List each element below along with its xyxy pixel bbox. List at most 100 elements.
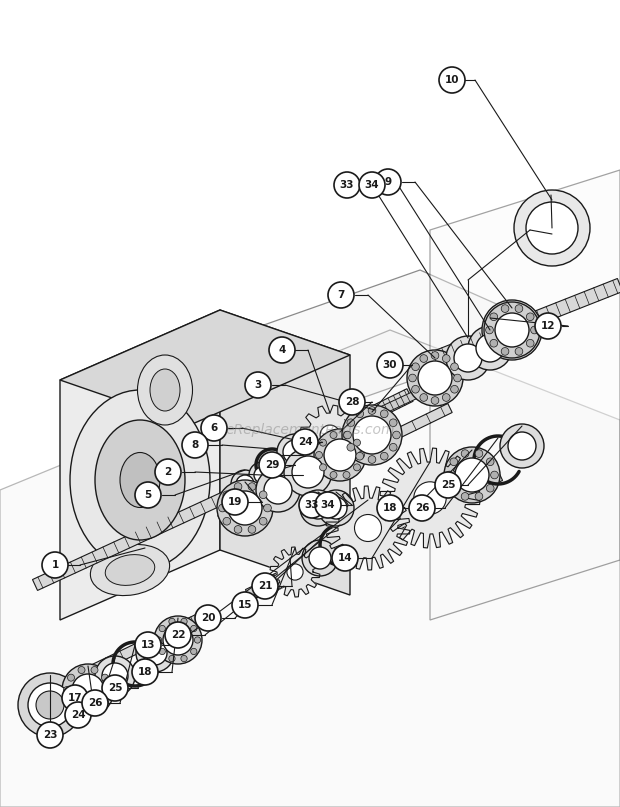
Circle shape: [231, 470, 259, 498]
Circle shape: [232, 592, 258, 618]
Circle shape: [368, 456, 376, 463]
Circle shape: [217, 480, 273, 536]
Text: 30: 30: [383, 360, 397, 370]
Circle shape: [514, 190, 590, 266]
Circle shape: [287, 564, 303, 580]
Circle shape: [68, 699, 74, 706]
Circle shape: [476, 334, 504, 362]
Circle shape: [283, 440, 307, 464]
Text: 17: 17: [68, 693, 82, 703]
Circle shape: [181, 618, 187, 625]
Circle shape: [292, 429, 318, 455]
Circle shape: [236, 475, 254, 493]
Circle shape: [482, 300, 542, 360]
Circle shape: [319, 464, 327, 470]
Circle shape: [292, 456, 324, 488]
Circle shape: [307, 497, 329, 519]
Circle shape: [495, 313, 529, 347]
Circle shape: [223, 491, 231, 499]
Circle shape: [169, 618, 175, 625]
Circle shape: [407, 350, 463, 406]
Circle shape: [358, 451, 365, 458]
Text: 12: 12: [541, 321, 556, 331]
Circle shape: [309, 547, 331, 569]
Circle shape: [490, 313, 498, 320]
Circle shape: [62, 685, 88, 711]
Text: 9: 9: [384, 177, 392, 187]
Circle shape: [526, 202, 578, 254]
Circle shape: [420, 394, 428, 401]
Circle shape: [72, 674, 104, 706]
Circle shape: [299, 492, 325, 518]
Circle shape: [182, 432, 208, 458]
Ellipse shape: [95, 420, 185, 540]
Circle shape: [259, 452, 285, 478]
Circle shape: [414, 482, 446, 514]
Circle shape: [248, 483, 256, 491]
Text: 13: 13: [141, 640, 155, 650]
Text: 22: 22: [170, 630, 185, 640]
Text: 26: 26: [88, 698, 102, 708]
Circle shape: [392, 431, 401, 439]
Polygon shape: [32, 490, 233, 591]
Circle shape: [78, 706, 85, 713]
Circle shape: [490, 471, 498, 479]
Ellipse shape: [70, 390, 210, 570]
Circle shape: [475, 449, 483, 458]
Circle shape: [320, 425, 340, 445]
Polygon shape: [220, 310, 350, 595]
Circle shape: [105, 687, 112, 693]
Text: 8: 8: [192, 440, 198, 450]
Circle shape: [450, 458, 458, 466]
Circle shape: [18, 673, 82, 737]
Circle shape: [315, 492, 341, 518]
Polygon shape: [342, 389, 413, 433]
Circle shape: [318, 490, 354, 526]
Text: 6: 6: [210, 423, 218, 433]
Circle shape: [389, 419, 397, 427]
Circle shape: [37, 722, 63, 748]
Text: 29: 29: [265, 460, 279, 470]
Circle shape: [377, 495, 403, 521]
Circle shape: [359, 172, 385, 198]
Circle shape: [332, 545, 358, 571]
Text: 24: 24: [71, 710, 86, 720]
Text: 25: 25: [108, 683, 122, 693]
Circle shape: [356, 453, 363, 460]
Circle shape: [343, 471, 350, 479]
Text: 7: 7: [337, 290, 345, 300]
Circle shape: [228, 491, 262, 525]
Polygon shape: [223, 484, 242, 500]
Polygon shape: [380, 448, 480, 548]
Circle shape: [194, 637, 201, 643]
Circle shape: [201, 415, 227, 441]
Text: 23: 23: [43, 730, 57, 740]
Text: 10: 10: [445, 75, 459, 85]
Circle shape: [234, 525, 242, 533]
Circle shape: [484, 302, 540, 358]
Circle shape: [486, 484, 494, 492]
Circle shape: [219, 504, 226, 512]
Circle shape: [500, 424, 544, 468]
Polygon shape: [326, 486, 410, 570]
Circle shape: [252, 573, 278, 599]
Circle shape: [353, 416, 391, 454]
Polygon shape: [246, 470, 503, 600]
Circle shape: [377, 352, 403, 378]
Circle shape: [381, 410, 388, 418]
Circle shape: [412, 363, 419, 370]
Circle shape: [461, 449, 469, 458]
Circle shape: [249, 462, 275, 488]
Circle shape: [355, 515, 381, 541]
Circle shape: [431, 352, 439, 359]
Circle shape: [135, 482, 161, 508]
Text: 3: 3: [254, 380, 262, 390]
Circle shape: [102, 663, 128, 689]
Circle shape: [91, 667, 98, 674]
Circle shape: [475, 492, 483, 500]
Circle shape: [420, 354, 428, 362]
Circle shape: [356, 410, 363, 418]
Text: 18: 18: [383, 503, 397, 513]
Circle shape: [154, 616, 202, 664]
Circle shape: [181, 655, 187, 662]
